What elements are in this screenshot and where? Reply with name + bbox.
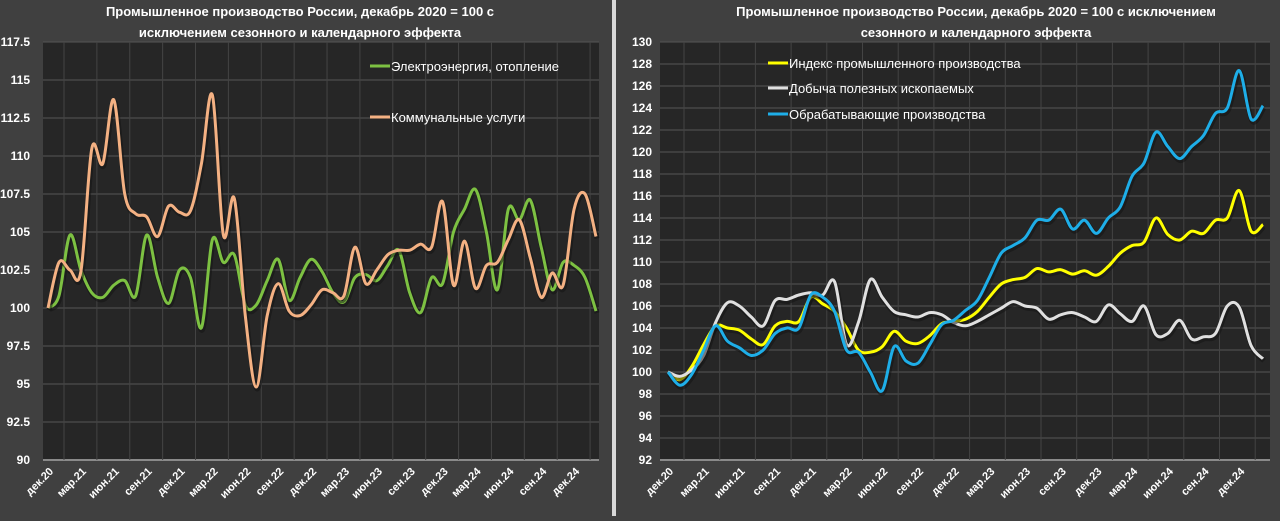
y-tick-label: 116 <box>633 189 653 203</box>
y-tick-label: 96 <box>639 409 653 423</box>
y-tick-label: 97.5 <box>7 339 31 353</box>
chart-industrial-production: Промышленное производство России, декабр… <box>616 0 1280 516</box>
x-tick-label: сен.21 <box>122 466 155 499</box>
x-tick-label: июн.24 <box>481 465 517 501</box>
chart-title: Промышленное производство России, декабр… <box>106 4 494 19</box>
legend-label: Индекс промышленного производства <box>789 56 1021 71</box>
x-tick-label: дек.23 <box>418 466 450 498</box>
y-tick-label: 90 <box>17 453 31 467</box>
x-tick-label: дек.22 <box>287 466 319 498</box>
x-tick-label: июн.21 <box>86 466 121 501</box>
x-tick-label: дек.23 <box>1072 466 1104 498</box>
x-tick-label: дек.24 <box>550 465 583 498</box>
x-tick-label: мар.21 <box>55 466 89 500</box>
x-tick-label: дек.21 <box>786 466 818 498</box>
x-tick-label: дек.21 <box>155 466 187 498</box>
x-tick-label: мар.23 <box>963 466 997 500</box>
chart-electricity-utilities: Промышленное производство России, декабр… <box>0 0 612 516</box>
legend-label: Обрабатывающие производства <box>789 107 986 122</box>
chart-panel-right: Промышленное производство России, декабр… <box>616 0 1280 516</box>
x-tick-label: сен.21 <box>751 466 784 499</box>
y-tick-label: 98 <box>639 387 653 401</box>
y-tick-label: 105 <box>10 225 30 239</box>
y-tick-label: 106 <box>632 299 652 313</box>
y-tick-label: 112.5 <box>1 111 31 125</box>
x-tick-label: июн.24 <box>1140 465 1176 501</box>
x-tick-label: сен.24 <box>517 465 550 498</box>
x-tick-label: сен.23 <box>385 466 418 499</box>
y-tick-label: 117.5 <box>1 35 31 49</box>
y-tick-label: 94 <box>639 431 653 445</box>
y-tick-label: 102 <box>632 343 652 357</box>
x-tick-label: мар.21 <box>678 466 712 500</box>
x-tick-label: мар.24 <box>450 465 485 500</box>
x-tick-label: сен.24 <box>1179 465 1212 498</box>
x-tick-label: июн.21 <box>712 466 747 501</box>
x-tick-label: дек.22 <box>929 466 961 498</box>
chart-title: исключением сезонного и календарного эфф… <box>139 25 462 40</box>
y-tick-label: 95 <box>17 377 31 391</box>
y-tick-label: 107.5 <box>0 187 30 201</box>
y-tick-label: 110 <box>633 255 653 269</box>
y-tick-label: 100 <box>10 301 30 315</box>
chart-title: сезонного и календарного эффекта <box>861 25 1092 40</box>
legend-label: Коммунальные услуги <box>391 110 525 125</box>
x-tick-label: июн.22 <box>855 466 890 501</box>
x-tick-label: дек.20 <box>644 466 676 498</box>
y-tick-label: 104 <box>632 321 652 335</box>
x-tick-label: мар.24 <box>1106 465 1141 500</box>
x-tick-label: мар.23 <box>318 466 352 500</box>
plot-area <box>660 42 1270 460</box>
x-tick-label: дек.24 <box>1215 465 1248 498</box>
y-tick-label: 102.5 <box>0 263 30 277</box>
x-tick-label: сен.22 <box>893 466 926 499</box>
x-tick-label: сен.22 <box>254 466 287 499</box>
y-tick-label: 100 <box>632 365 652 379</box>
x-tick-label: мар.22 <box>186 466 220 500</box>
y-tick-label: 120 <box>632 145 652 159</box>
x-tick-label: мар.22 <box>821 466 855 500</box>
y-tick-label: 126 <box>632 79 652 93</box>
x-tick-label: июн.23 <box>349 466 384 501</box>
y-tick-label: 124 <box>632 101 652 115</box>
y-tick-label: 114 <box>633 211 653 225</box>
y-tick-label: 110 <box>11 149 31 163</box>
y-tick-label: 108 <box>632 277 652 291</box>
y-tick-label: 130 <box>632 35 652 49</box>
x-tick-label: июн.23 <box>998 466 1033 501</box>
y-tick-label: 118 <box>633 167 653 181</box>
y-tick-label: 112 <box>633 233 653 247</box>
x-tick-label: июн.22 <box>218 466 253 501</box>
x-tick-label: дек.20 <box>24 466 56 498</box>
y-tick-label: 92.5 <box>7 415 31 429</box>
y-tick-label: 115 <box>11 73 31 87</box>
legend-label: Добыча полезных ископаемых <box>789 81 974 96</box>
y-tick-label: 122 <box>632 123 652 137</box>
legend-label: Электроэнергия, отопление <box>391 59 559 74</box>
x-tick-label: сен.23 <box>1036 466 1069 499</box>
y-tick-label: 128 <box>632 57 652 71</box>
chart-panel-left: Промышленное производство России, декабр… <box>0 0 612 516</box>
y-tick-label: 92 <box>639 453 653 467</box>
chart-title: Промышленное производство России, декабр… <box>736 4 1216 19</box>
plot-area <box>43 42 599 460</box>
